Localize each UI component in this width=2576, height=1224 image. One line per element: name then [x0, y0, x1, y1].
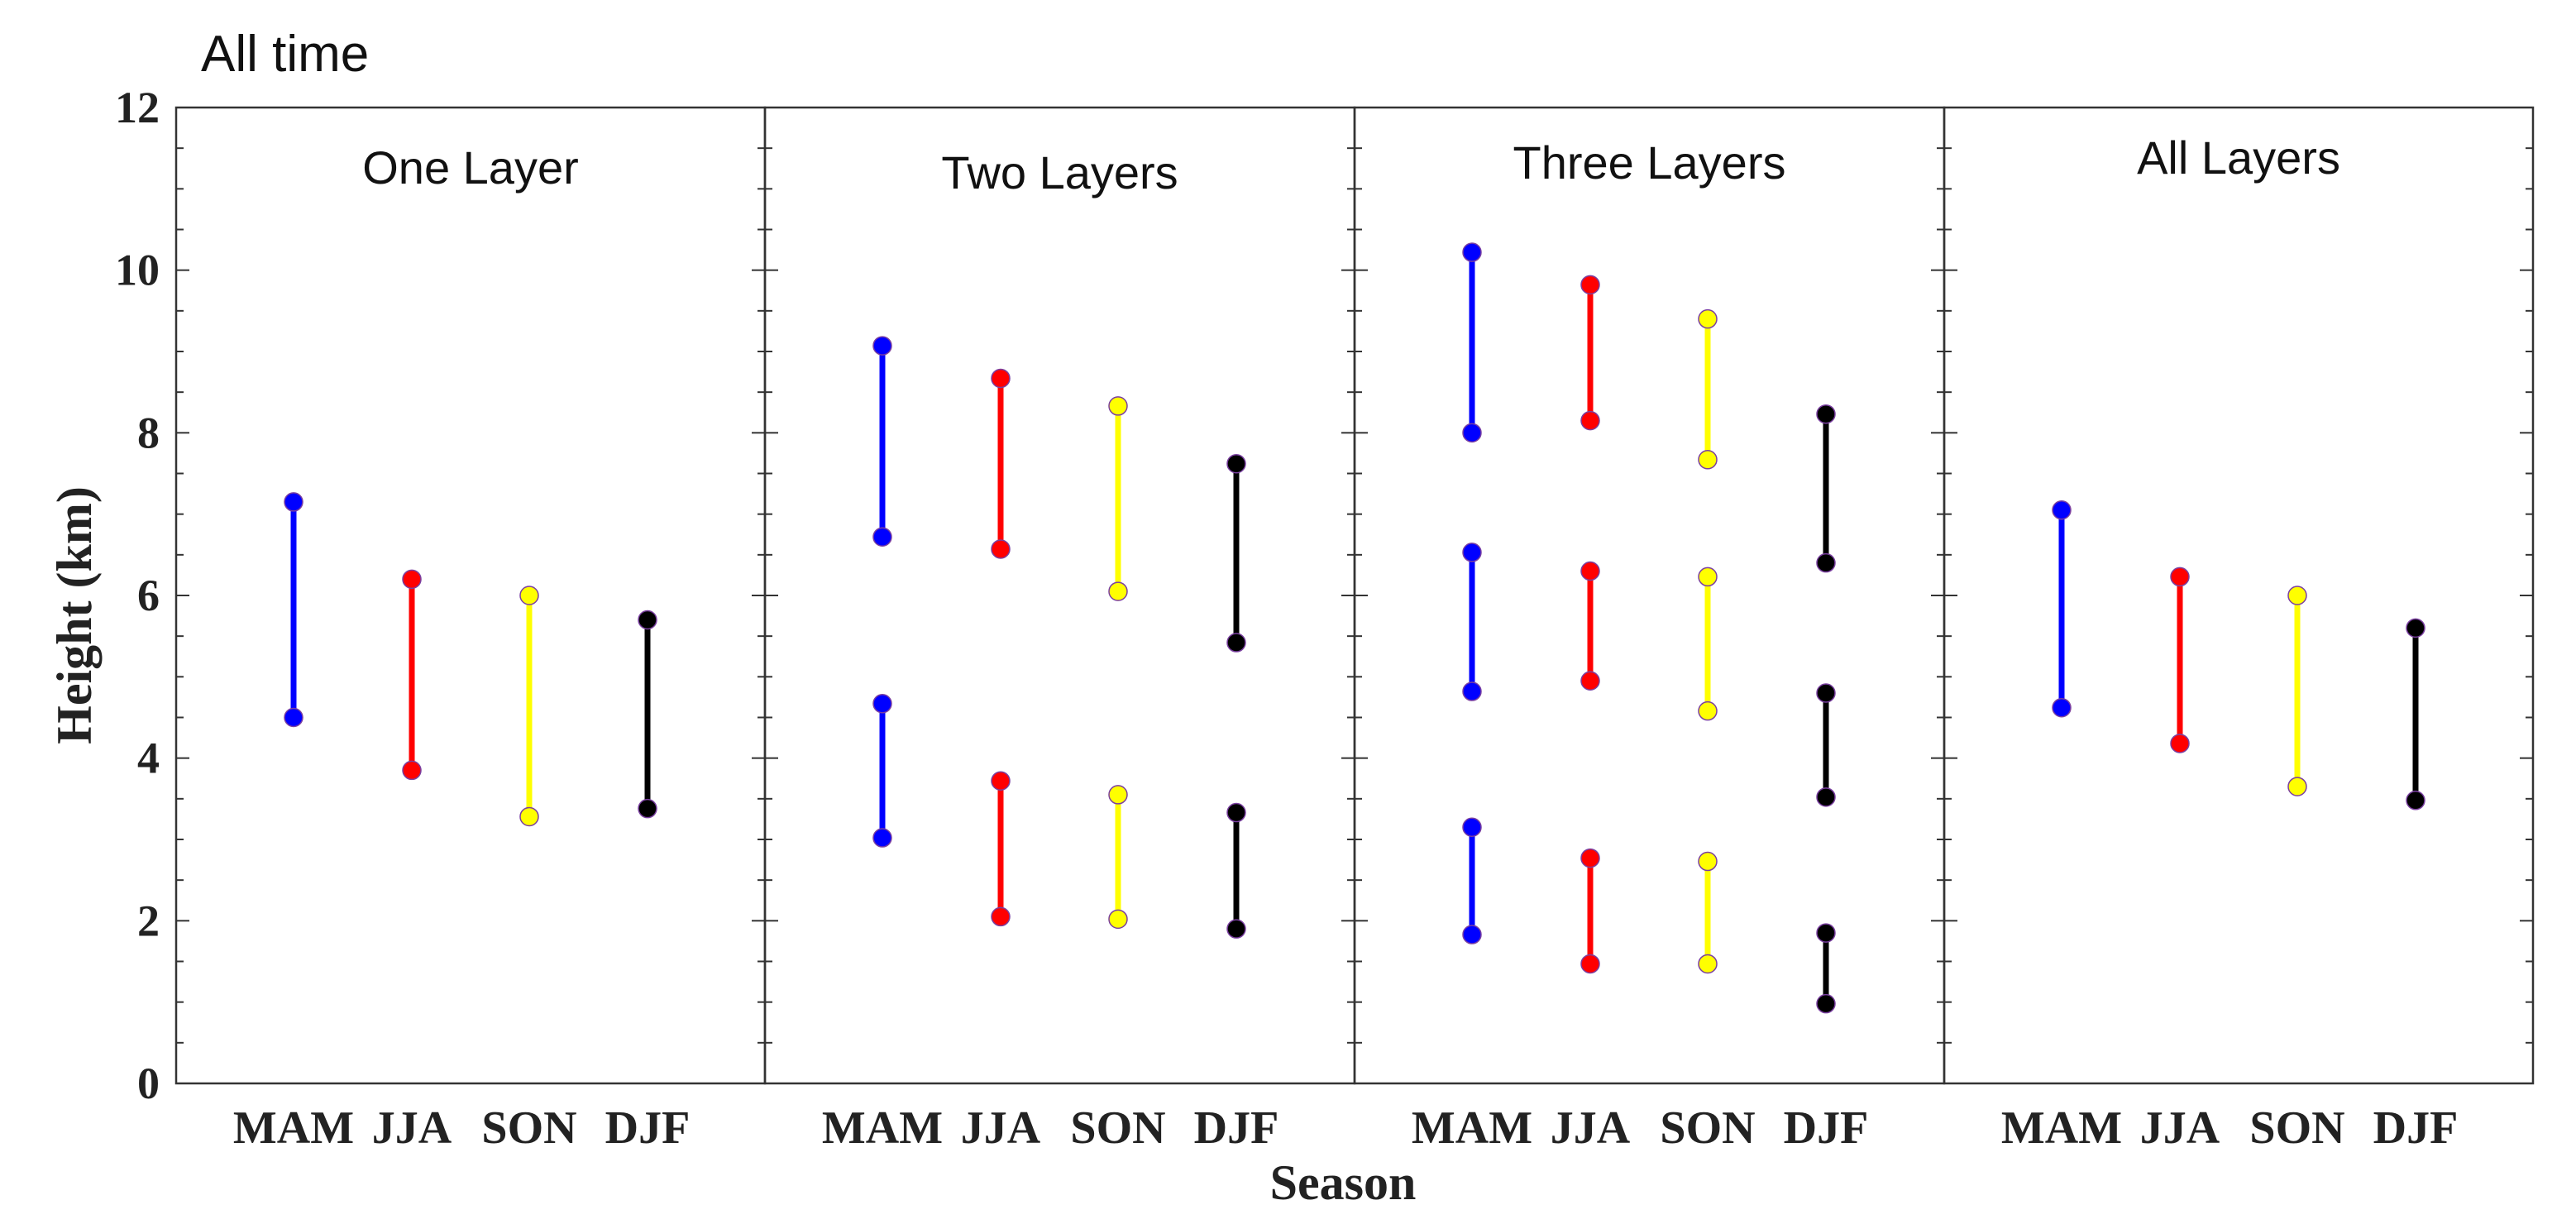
- range-low-point: [519, 806, 539, 827]
- y-tick-label: 10: [115, 246, 160, 295]
- range-low-point: [1580, 410, 1600, 431]
- y-tick-label: 2: [137, 896, 160, 945]
- y-tick-label: 4: [137, 734, 160, 783]
- range-high-point: [1816, 683, 1836, 703]
- range-low-point: [1698, 954, 1718, 974]
- range-low-point: [1462, 925, 1482, 944]
- panel-all-layers: All Layers MAM JJA SON DJF: [1943, 106, 2535, 1154]
- x-tick-label-djf: DJF: [2373, 1102, 2459, 1154]
- range-low-point: [872, 527, 892, 547]
- range-low-point: [1462, 681, 1482, 701]
- range-low-point: [1108, 909, 1128, 930]
- x-tick-label-son: SON: [2249, 1102, 2344, 1154]
- panel-frame: [1353, 106, 1946, 1085]
- range-high-point: [991, 368, 1011, 389]
- x-tick-label-mam: MAM: [1412, 1102, 1532, 1154]
- x-tick-label-jja: JJA: [961, 1102, 1041, 1154]
- range-high-point: [1816, 404, 1836, 424]
- y-tick-label: 0: [137, 1059, 160, 1108]
- range-low-point: [402, 760, 422, 781]
- panel-frame: [174, 106, 767, 1085]
- range-low-point: [1816, 787, 1836, 807]
- panel-title: Three Layers: [1513, 136, 1786, 189]
- y-tick-label: 8: [137, 408, 160, 457]
- range-low-point: [991, 539, 1011, 559]
- range-low-point: [2052, 697, 2072, 718]
- x-tick-label-mam: MAM: [2001, 1102, 2122, 1154]
- range-low-point: [991, 906, 1011, 927]
- range-low-point: [1580, 954, 1600, 974]
- range-low-point: [1580, 671, 1600, 691]
- range-low-point: [1108, 581, 1128, 601]
- range-high-point: [1108, 396, 1128, 416]
- range-high-point: [1462, 543, 1482, 562]
- range-high-point: [872, 336, 892, 356]
- range-low-point: [1226, 919, 1246, 939]
- range-high-point: [638, 610, 657, 630]
- x-tick-label-jja: JJA: [2140, 1102, 2220, 1154]
- range-high-point: [1580, 275, 1600, 295]
- range-low-point: [2406, 791, 2425, 810]
- x-tick-label-son: SON: [1660, 1102, 1755, 1154]
- range-high-point: [1580, 848, 1600, 868]
- x-tick-label-mam: MAM: [822, 1102, 943, 1154]
- range-low-point: [872, 828, 892, 848]
- range-low-point: [1816, 993, 1836, 1014]
- range-low-point: [1698, 700, 1718, 721]
- chart-title: All time: [201, 26, 369, 83]
- panel-title: All Layers: [2137, 131, 2340, 184]
- y-axis-label: Height (km): [47, 486, 102, 744]
- x-axis-label: Season: [1270, 1155, 1417, 1210]
- panel-three-layers: Three Layers MAM JJA SON DJF: [1353, 106, 1946, 1154]
- range-high-point: [2052, 500, 2072, 520]
- range-high-point: [402, 569, 422, 590]
- range-high-point: [991, 771, 1011, 791]
- range-high-point: [1226, 802, 1246, 823]
- range-high-point: [1816, 923, 1836, 943]
- panel-frame: [1943, 106, 2535, 1085]
- range-high-point: [1698, 851, 1718, 872]
- panels-layer: One Layer MAM JJA SON DJF Two Layers MAM JJA SON…: [174, 106, 2535, 1154]
- y-tick-label: 6: [137, 571, 160, 620]
- panel-two-layers: Two Layers MAM JJA SON DJF: [763, 106, 1356, 1154]
- x-tick-label-son: SON: [1070, 1102, 1165, 1154]
- range-high-point: [284, 492, 303, 512]
- range-high-point: [1226, 453, 1246, 474]
- range-high-point: [2406, 618, 2425, 638]
- range-low-point: [2287, 777, 2307, 796]
- range-high-point: [2170, 567, 2190, 587]
- range-high-point: [1698, 308, 1718, 329]
- range-high-point: [1462, 242, 1482, 262]
- panel-frame: [763, 106, 1356, 1085]
- panel-one-layer: One Layer MAM JJA SON DJF: [174, 106, 767, 1154]
- range-low-point: [284, 707, 303, 728]
- range-low-point: [1226, 633, 1246, 653]
- x-tick-label-djf: DJF: [1784, 1102, 1869, 1154]
- range-low-point: [1816, 552, 1836, 573]
- panel-title: One Layer: [362, 141, 579, 194]
- panel-title: Two Layers: [941, 146, 1178, 198]
- x-tick-label-jja: JJA: [372, 1102, 452, 1154]
- range-low-point: [1462, 423, 1482, 443]
- range-high-point: [2287, 586, 2307, 605]
- range-high-point: [1698, 567, 1718, 587]
- x-tick-label-son: SON: [481, 1102, 576, 1154]
- range-high-point: [1462, 817, 1482, 837]
- range-low-point: [638, 798, 657, 819]
- y-tick-label: 12: [115, 83, 160, 132]
- range-high-point: [1580, 561, 1600, 581]
- range-low-point: [1698, 450, 1718, 470]
- x-tick-label-djf: DJF: [605, 1102, 691, 1154]
- range-high-point: [1108, 785, 1128, 805]
- range-low-point: [2170, 734, 2190, 753]
- range-high-point: [519, 586, 539, 605]
- x-tick-label-mam: MAM: [233, 1102, 354, 1154]
- range-high-point: [872, 694, 892, 714]
- x-tick-label-djf: DJF: [1194, 1102, 1279, 1154]
- x-tick-label-jja: JJA: [1551, 1102, 1631, 1154]
